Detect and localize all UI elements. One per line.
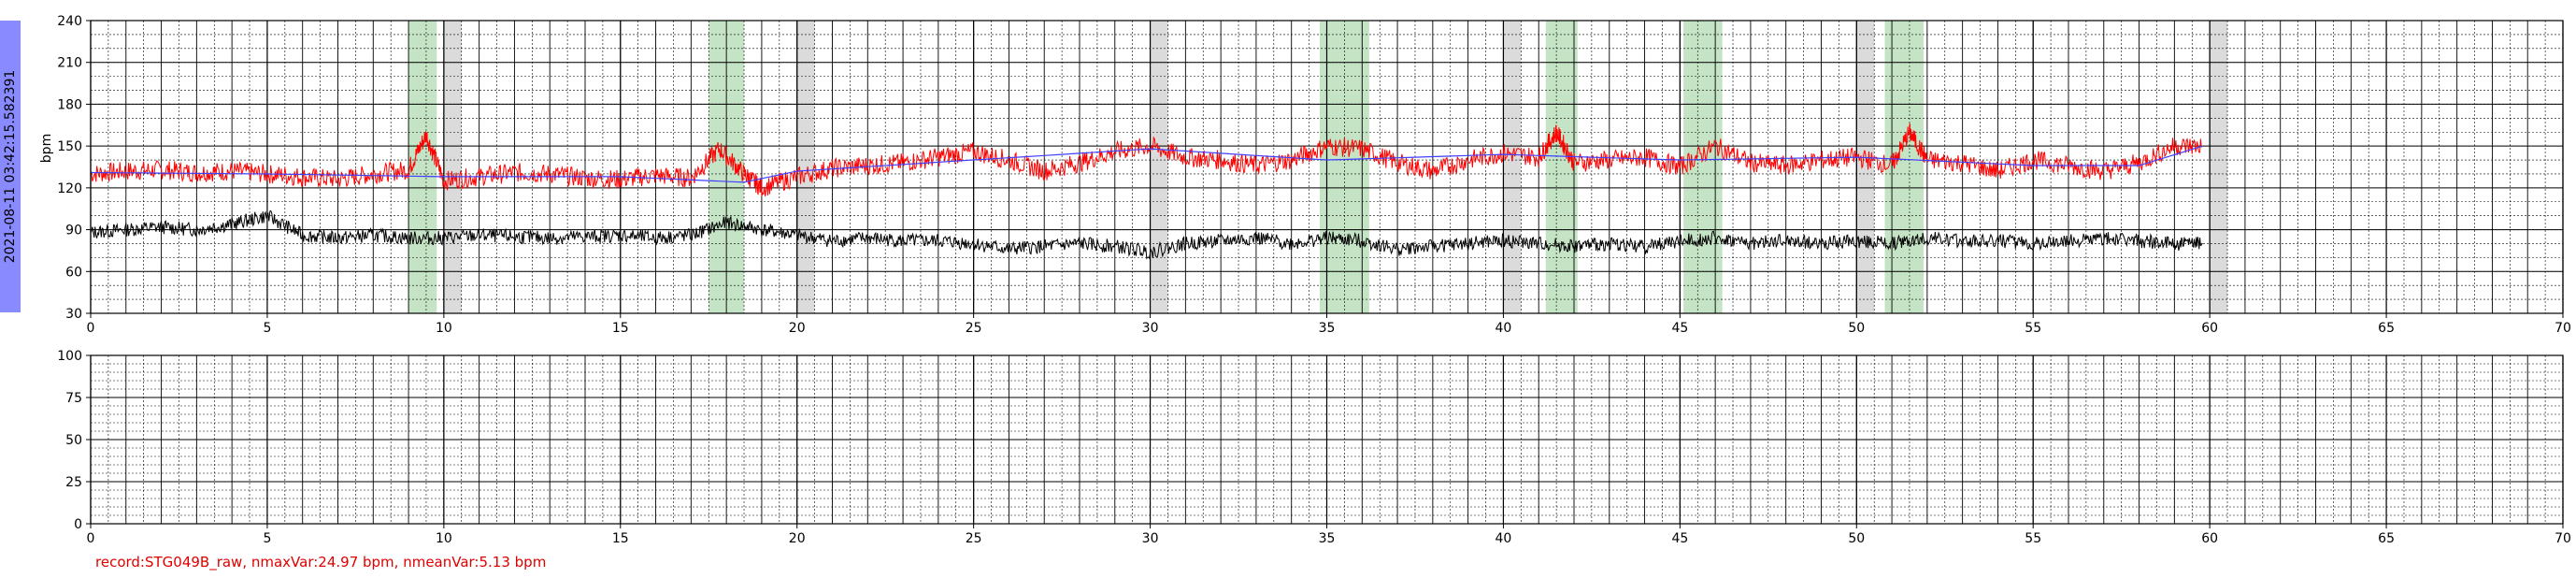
y-tick-label: 50 (65, 433, 82, 448)
gap-region (1150, 21, 1168, 313)
gap-region (2210, 21, 2228, 313)
gap-region (1503, 21, 1522, 313)
x-tick-label: 30 (1142, 531, 1159, 546)
record-info: record:STG049B_raw, nmaxVar:24.97 bpm, n… (95, 554, 547, 571)
x-tick-label: 25 (966, 531, 982, 546)
x-tick-label: 25 (966, 321, 982, 336)
y-tick-label: 150 (57, 139, 82, 154)
x-tick-label: 70 (2555, 321, 2571, 336)
x-tick-label: 0 (87, 321, 95, 336)
x-tick-label: 55 (2025, 531, 2041, 546)
y-tick-label: 90 (65, 224, 82, 238)
x-tick-label: 35 (1319, 531, 1336, 546)
x-tick-label: 15 (612, 531, 629, 546)
y-tick-label: 30 (65, 307, 82, 322)
y-tick-label: 100 (57, 349, 82, 364)
x-tick-label: 70 (2555, 531, 2571, 546)
x-tick-label: 65 (2378, 531, 2395, 546)
timestamp-bar (0, 21, 21, 312)
y-tick-label: 240 (57, 14, 82, 29)
gap-region (1856, 21, 1875, 313)
x-tick-label: 55 (2025, 321, 2041, 336)
x-tick-label: 35 (1319, 321, 1336, 336)
x-tick-label: 40 (1496, 321, 1512, 336)
x-tick-label: 5 (263, 531, 271, 546)
series-line-mhr (90, 210, 2203, 260)
x-tick-label: 50 (1848, 321, 1865, 336)
x-tick-label: 15 (612, 321, 629, 336)
x-tick-label: 60 (2201, 321, 2218, 336)
x-tick-label: 0 (87, 531, 95, 546)
y-axis-label: bpm (39, 134, 54, 163)
y-tick-label: 0 (74, 517, 82, 532)
x-tick-label: 50 (1848, 531, 1865, 546)
x-tick-label: 40 (1496, 531, 1512, 546)
y-tick-label: 75 (65, 391, 82, 406)
x-tick-label: 30 (1142, 321, 1159, 336)
x-tick-label: 45 (1671, 321, 1688, 336)
x-tick-label: 60 (2201, 531, 2218, 546)
acceleration-region (1683, 21, 1723, 313)
gap-region (796, 21, 815, 313)
series-line-baseline (90, 145, 2203, 183)
x-tick-label: 10 (436, 321, 452, 336)
gap-region (443, 21, 462, 313)
y-tick-label: 25 (65, 475, 82, 490)
acceleration-region (1884, 21, 1925, 313)
y-tick-label: 60 (65, 265, 82, 280)
y-tick-label: 180 (57, 97, 82, 112)
x-tick-label: 20 (789, 531, 806, 546)
y-tick-label: 210 (57, 56, 82, 71)
x-tick-label: 5 (263, 321, 271, 336)
x-tick-label: 10 (436, 531, 452, 546)
x-tick-label: 20 (789, 321, 806, 336)
x-tick-label: 65 (2378, 321, 2395, 336)
y-tick-label: 120 (57, 181, 82, 196)
x-tick-label: 45 (1671, 531, 1688, 546)
